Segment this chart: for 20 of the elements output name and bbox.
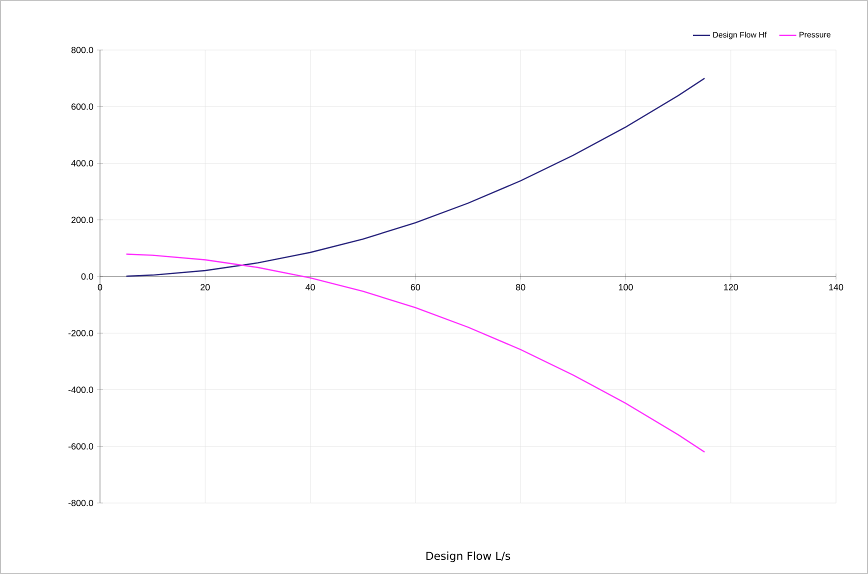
x-tick-label: 0 (98, 284, 102, 290)
y-tick-label: -800.0 (68, 500, 94, 506)
x-tick-label: 140 (829, 284, 844, 290)
line-series (126, 253, 706, 453)
y-tick-label: -200.0 (68, 330, 94, 336)
y-tick-label: -400.0 (68, 386, 94, 393)
x-tick-label: 120 (724, 284, 738, 290)
x-axis-title: Design Flow L/s (426, 552, 510, 562)
x-tick-label: 60 (410, 284, 420, 290)
y-tick-label: 400.0 (71, 160, 94, 166)
y-tick-label: 0.0 (81, 273, 94, 280)
x-tick-label: 100 (618, 284, 633, 290)
line-series (126, 78, 706, 277)
x-tick-label: 40 (306, 284, 315, 290)
x-tick-label: 80 (516, 284, 526, 290)
y-tick-label: -600.0 (68, 443, 94, 450)
y-tick-label: 200.0 (71, 216, 94, 224)
x-tick-label: 20 (200, 284, 210, 290)
y-tick-label: 800.0 (71, 46, 94, 54)
y-tick-label: 600.0 (71, 103, 94, 110)
